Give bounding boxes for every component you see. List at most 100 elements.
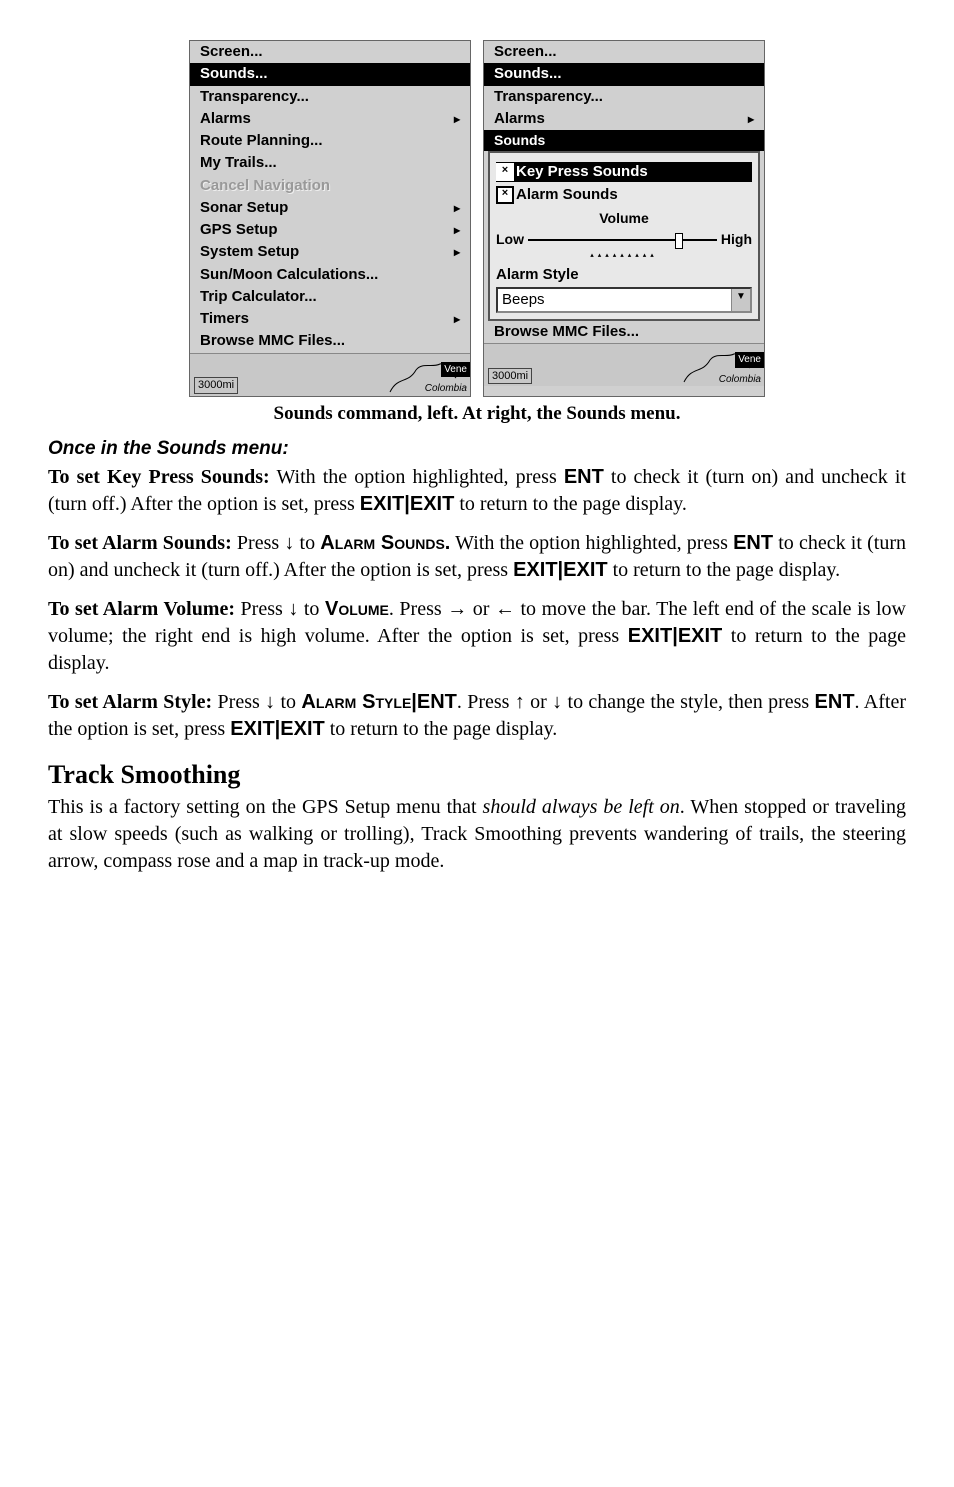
left-menu-list: Screen...Sounds... Transparency...Alarms▸… [190, 41, 470, 353]
menu-item[interactable]: My Trails... [190, 152, 470, 174]
p1-lead: To set Key Press Sounds: [48, 466, 270, 488]
menu-item[interactable]: Sounds... [484, 63, 764, 85]
p1-c: to return to the page display. [454, 493, 687, 515]
menu-item[interactable]: Transparency... [484, 86, 764, 108]
menu-item[interactable]: System Setup ▸ [190, 241, 470, 263]
menu-item[interactable]: Screen... [190, 41, 470, 63]
p2-b: With the option highlighted, press [450, 532, 733, 554]
menu-item-label: My Trails... [200, 153, 277, 173]
left-screen: Screen...Sounds... Transparency...Alarms▸… [189, 40, 471, 397]
map-label-vene: Vene [441, 362, 470, 378]
menu-item[interactable]: GPS Setup▸ [190, 219, 470, 241]
submenu-arrow-icon: ▸ [454, 244, 460, 260]
menu-item-label: System Setup [200, 242, 299, 262]
p4-a: Press ↓ to [212, 691, 301, 713]
menu-item[interactable]: Transparency... [190, 86, 470, 108]
tp-a: This is a factory setting on the GPS Set… [48, 796, 483, 818]
volume-slider-row: Low High [496, 230, 752, 249]
p3-exit2: EXIT [678, 625, 722, 647]
alarm-style-dropdown[interactable]: Beeps ▼ [496, 287, 752, 313]
menu-item[interactable]: Alarms▸ [190, 108, 470, 130]
map-label-vene: Vene [735, 352, 764, 368]
para-keypress: To set Key Press Sounds: With the option… [48, 464, 906, 518]
p2-d: to return to the page display. [608, 559, 841, 581]
menu-item-label: Timers [200, 309, 249, 329]
alarm-sounds-checkbox[interactable]: × [496, 186, 514, 204]
para-alarm-volume: To set Alarm Volume: Press ↓ to Volume. … [48, 596, 906, 677]
menu-item-label: Transparency... [494, 87, 603, 107]
volume-low: Low [496, 230, 524, 249]
menu-item-label: Alarms [494, 109, 545, 129]
menu-item-label: Sonar Setup [200, 198, 288, 218]
p1-exit1: EXIT [360, 493, 404, 515]
menu-item-label: GPS Setup [200, 220, 278, 240]
once-heading: Once in the Sounds menu: [48, 436, 906, 462]
menu-item: Cancel Navigation [190, 175, 470, 197]
sounds-panel: × Key Press Sounds × Alarm Sounds Volume… [488, 151, 760, 321]
menu-item-label: Trip Calculator... [200, 287, 317, 307]
keypress-sounds-row[interactable]: × Key Press Sounds [496, 162, 752, 182]
p4-lead: To set Alarm Style: [48, 691, 212, 713]
p3-vol: Volume [325, 598, 389, 620]
menu-item-label: Browse MMC Files... [200, 331, 345, 351]
p2-lead: To set Alarm Sounds: [48, 532, 232, 554]
menu-item-label: Sounds... [494, 64, 562, 84]
menu-item-label: Cancel Navigation [200, 176, 330, 196]
menu-item[interactable]: Sun/Moon Calculations... [190, 264, 470, 286]
menu-item-label: Sun/Moon Calculations... [200, 265, 378, 285]
right-menu-top: Screen...Sounds... Transparency...Alarms ▸ [484, 41, 764, 130]
menu-item[interactable]: Timers▸ [190, 308, 470, 330]
dropdown-arrow-icon[interactable]: ▼ [731, 289, 750, 311]
p3-a: Press ↓ to [235, 598, 325, 620]
alarm-sounds-label: Alarm Sounds [516, 185, 618, 205]
menu-item[interactable]: Alarms ▸ [484, 108, 764, 130]
p4-exit1: EXIT [230, 718, 274, 740]
figure-screenshots: Screen...Sounds...Transparency...Alarms▸… [48, 40, 906, 397]
p1-exit2: EXIT [410, 493, 454, 515]
menu-item[interactable]: Screen... [484, 41, 764, 63]
map-scale: 3000mi [488, 368, 532, 385]
menu-item[interactable]: Route Planning... [190, 130, 470, 152]
menu-item-label: Screen... [494, 42, 557, 62]
left-map-footer: 3000mi Vene Colombia [190, 353, 470, 396]
right-map-footer: 3000mi Vene Colombia [484, 343, 764, 386]
sounds-panel-header: Sounds [484, 130, 764, 151]
menu-item-label: Transparency... [200, 87, 309, 107]
menu-item[interactable]: Sonar Setup ▸ [190, 197, 470, 219]
alarm-style-value: Beeps [498, 289, 731, 311]
p3-exit1: EXIT [628, 625, 672, 647]
tp-i: should always be left on [483, 796, 680, 818]
volume-ticks: ▴▴▴▴▴▴▴▴▴ [496, 251, 752, 260]
p4-ent1: ENT [417, 691, 457, 713]
menu-item[interactable]: Browse MMC Files... [190, 330, 470, 352]
p2-alarm: Alarm Sounds. [320, 532, 450, 554]
alarm-style-label: Alarm Style [496, 265, 752, 285]
volume-label: Volume [496, 209, 752, 228]
map-label-colombia: Colombia [422, 382, 470, 396]
figure-caption: Sounds command, left. At right, the Soun… [48, 401, 906, 427]
p2-a: Press ↓ to [232, 532, 321, 554]
submenu-arrow-icon: ▸ [454, 111, 460, 127]
map-scale: 3000mi [194, 377, 238, 394]
p4-ent2: ENT [815, 691, 855, 713]
keypress-label: Key Press Sounds [516, 162, 648, 182]
submenu-arrow-icon: ▸ [454, 200, 460, 216]
track-smoothing-heading: Track Smoothing [48, 757, 906, 792]
volume-thumb[interactable] [675, 233, 683, 249]
menu-item-label: Route Planning... [200, 131, 323, 151]
para-alarm-sounds: To set Alarm Sounds: Press ↓ to Alarm So… [48, 530, 906, 584]
p2-exit1: EXIT [513, 559, 557, 581]
menu-item[interactable]: Trip Calculator... [190, 286, 470, 308]
menu-item-label: Sounds... [200, 64, 268, 84]
para-alarm-style: To set Alarm Style: Press ↓ to Alarm Sty… [48, 689, 906, 743]
volume-slider[interactable] [528, 239, 717, 241]
keypress-checkbox[interactable]: × [496, 163, 514, 181]
browse-mmc-item[interactable]: Browse MMC Files... [484, 321, 764, 343]
browse-mmc-label: Browse MMC Files... [494, 322, 639, 342]
para-track-smoothing: This is a factory setting on the GPS Set… [48, 794, 906, 875]
p1-ent: ENT [564, 466, 604, 488]
submenu-arrow-icon: ▸ [748, 111, 754, 127]
right-screen: Screen...Sounds... Transparency...Alarms ▸… [483, 40, 765, 397]
menu-item[interactable]: Sounds... [190, 63, 470, 85]
alarm-sounds-row[interactable]: × Alarm Sounds [496, 185, 752, 205]
